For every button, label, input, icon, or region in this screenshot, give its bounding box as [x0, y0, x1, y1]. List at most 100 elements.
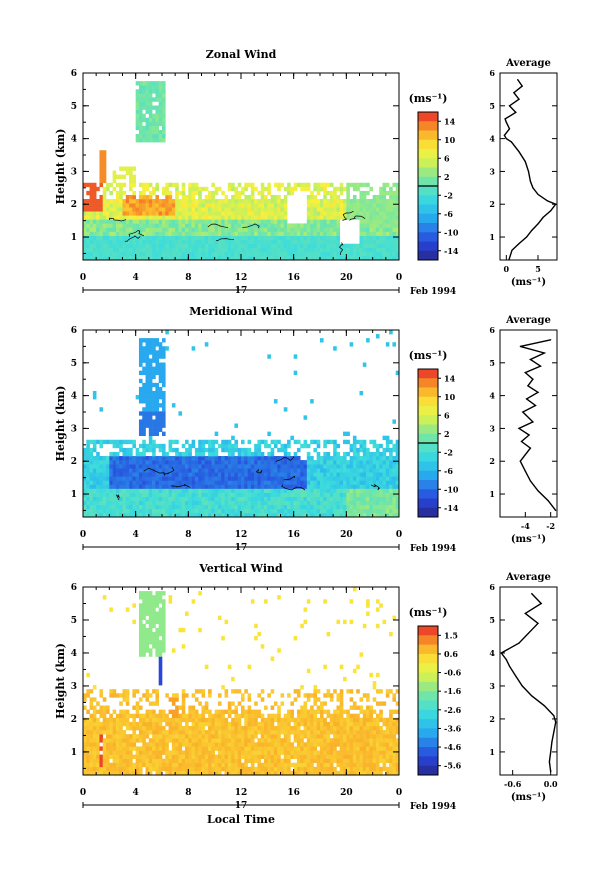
heatmap-cell — [303, 460, 308, 465]
heatmap-cell — [326, 496, 331, 502]
heatmap-cell — [277, 508, 281, 514]
heatmap-cell — [296, 496, 301, 502]
heatmap-cell — [224, 721, 229, 727]
heatmap-cell — [125, 484, 130, 489]
heatmap-cell — [320, 227, 324, 232]
heatmap-cell — [106, 231, 110, 236]
heatmap-cell — [300, 243, 304, 249]
profile-point — [527, 170, 530, 172]
heatmap-cell — [145, 251, 150, 257]
heatmap-cell — [112, 754, 117, 759]
heatmap-cell — [349, 243, 354, 249]
heatmap-cell — [194, 235, 199, 240]
profile-y-tick-label: 3 — [489, 423, 495, 433]
heatmap-cell — [201, 725, 206, 731]
heatmap-cell — [352, 247, 357, 253]
heatmap-cell — [132, 255, 136, 261]
heatmap-cell — [231, 239, 235, 245]
heatmap-cell — [244, 464, 248, 469]
heatmap-cell — [362, 508, 367, 514]
heatmap-cell — [194, 770, 199, 776]
heatmap-cell — [138, 595, 143, 600]
heatmap-cell — [201, 476, 206, 481]
heatmap-cell — [310, 219, 314, 224]
heatmap-cell — [112, 219, 117, 224]
heatmap-cell — [250, 492, 255, 497]
heatmap-cell — [155, 219, 160, 224]
heatmap-cell — [178, 247, 183, 253]
heatmap-cell — [155, 366, 160, 371]
heatmap-cell — [208, 754, 212, 759]
heatmap-cell — [250, 480, 255, 485]
heatmap-cell — [326, 235, 331, 240]
heatmap-cell — [379, 500, 383, 506]
heatmap-cell — [224, 219, 229, 224]
heatmap-cell — [102, 595, 107, 600]
heatmap-cell — [109, 693, 113, 698]
heatmap-cell — [138, 697, 143, 702]
heatmap-cell — [362, 255, 367, 261]
heatmap-cells — [83, 81, 400, 261]
heatmap-cell — [162, 133, 166, 139]
heatmap-cell — [162, 443, 166, 449]
heatmap-cell — [320, 199, 324, 204]
heatmap-cell — [306, 235, 311, 240]
heatmap-cell — [109, 203, 113, 208]
heatmap-cell — [198, 492, 202, 497]
heatmap-cell — [138, 750, 143, 755]
heatmap-cell — [142, 194, 146, 200]
heatmap-cell — [369, 512, 373, 518]
heatmap-cell — [102, 500, 107, 506]
heatmap-cell — [178, 239, 183, 245]
heatmap-cell — [155, 460, 160, 465]
heatmap-cell — [148, 378, 153, 384]
heatmap-cell — [129, 488, 133, 493]
heatmap-cell — [86, 484, 90, 489]
heatmap-cell — [214, 243, 219, 249]
heatmap-cell — [395, 243, 400, 249]
heatmap-cell — [339, 190, 344, 196]
profile-frame — [499, 72, 558, 261]
heatmap-cell — [277, 199, 281, 204]
heatmap-cell — [198, 512, 202, 518]
heatmap-cell — [171, 754, 176, 759]
heatmap-cell — [234, 439, 239, 445]
heatmap-cell — [346, 484, 350, 489]
heatmap-cell — [369, 451, 373, 457]
heatmap-cell — [395, 215, 400, 220]
heatmap-cell — [237, 492, 242, 497]
profile-y-tick-label: 6 — [489, 325, 495, 335]
colorbar-tick-label: 2 — [444, 429, 450, 439]
heatmap-cell — [217, 243, 222, 249]
heatmap-cell — [359, 443, 364, 449]
heatmap-cell — [247, 488, 252, 493]
heatmap-cell — [313, 464, 318, 469]
heatmap-cell — [224, 211, 229, 216]
heatmap-cell — [356, 476, 360, 481]
heatmap-cell — [92, 496, 97, 502]
heatmap-cell — [264, 243, 268, 249]
heatmap-cell — [145, 697, 150, 702]
heatmap-cell — [142, 199, 146, 204]
heatmap-cell — [138, 199, 143, 204]
heatmap-cell — [339, 251, 344, 257]
heatmap-cell — [119, 758, 123, 764]
heatmap-cell — [148, 97, 153, 102]
heatmap-cell — [198, 770, 202, 776]
heatmap-cell — [158, 468, 163, 473]
heatmap-cell — [227, 496, 232, 502]
heatmap-cell — [372, 231, 377, 236]
heatmap-cell — [145, 105, 150, 110]
heatmap-cell — [329, 227, 334, 232]
heatmap-cell — [264, 472, 268, 477]
heatmap-cell — [109, 231, 113, 236]
heatmap-cell — [333, 239, 337, 245]
heatmap-cell — [165, 480, 169, 485]
heatmap-cell — [231, 770, 235, 776]
heatmap-cell — [138, 631, 143, 637]
heatmap-cell — [185, 725, 189, 731]
heatmap-cell — [214, 255, 219, 261]
heatmap-cell — [86, 512, 90, 518]
heatmap-cell — [339, 211, 344, 216]
profile-point — [529, 358, 532, 361]
